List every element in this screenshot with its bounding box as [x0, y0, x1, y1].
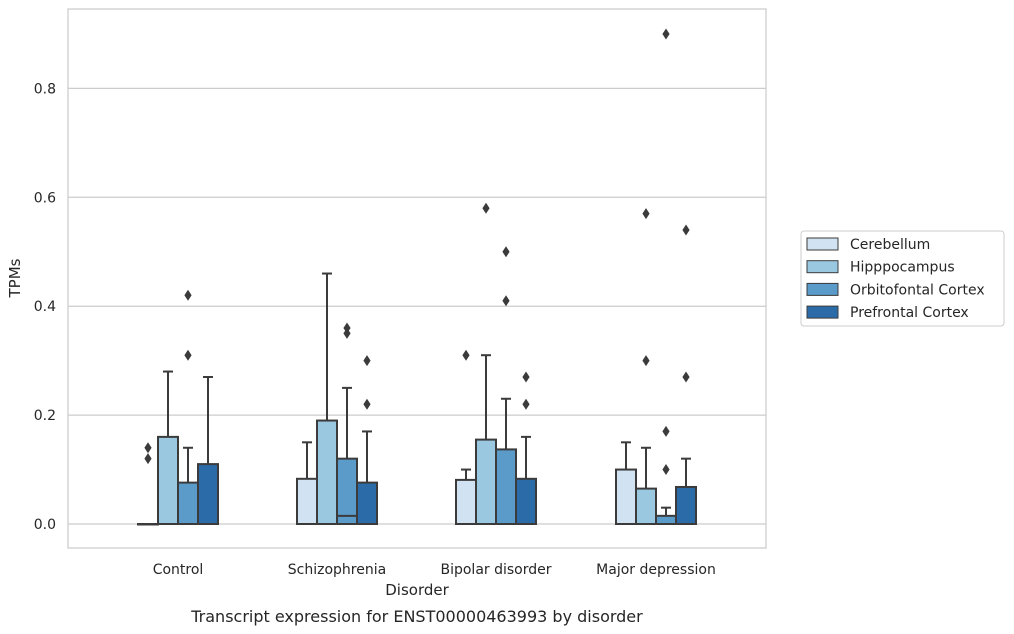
outlier-point	[184, 349, 192, 361]
outlier-point	[462, 349, 470, 361]
box-1-3	[635, 208, 657, 526]
box-1-0	[157, 370, 179, 526]
outlier-point	[682, 224, 690, 236]
box	[197, 463, 219, 526]
box-3-1	[356, 355, 378, 526]
legend-label: Hipppocampus	[850, 260, 955, 276]
box-2-0	[177, 289, 199, 526]
outlier-point	[343, 322, 351, 334]
legend: Cerebellum Hipppocampus Orbitofontal Corte…	[800, 230, 1005, 327]
outlier-point	[502, 246, 510, 258]
box-1-2	[475, 202, 497, 526]
box	[316, 419, 338, 526]
x-axis-label: Disorder	[385, 581, 449, 599]
box-2-2	[495, 246, 517, 525]
legend-swatch	[806, 237, 839, 251]
box-series	[137, 28, 697, 526]
box	[336, 457, 358, 525]
chart-caption: Transcript expression for ENST0000046399…	[190, 607, 643, 626]
y-tick-label: 0.4	[34, 299, 56, 315]
legend-frame	[800, 230, 1005, 327]
y-tick-label: 0.8	[34, 81, 56, 97]
x-tick-label: Control	[153, 562, 204, 578]
outlier-point	[522, 398, 530, 410]
box	[356, 481, 378, 526]
box	[475, 438, 497, 526]
box	[177, 481, 199, 526]
box-0-2	[455, 349, 477, 526]
box-0-3	[615, 441, 637, 525]
outlier-point	[482, 202, 490, 214]
box	[635, 487, 657, 526]
box-3-3	[675, 224, 697, 525]
box-3-2	[515, 371, 537, 525]
box	[515, 477, 537, 525]
x-tick-label: Schizophrenia	[288, 562, 386, 578]
outlier-point	[642, 355, 650, 367]
box-2-1	[336, 322, 358, 525]
x-tick-label: Bipolar disorder	[440, 562, 551, 578]
box-3-0	[197, 375, 219, 526]
y-axis-label: TPMs	[6, 258, 24, 298]
outlier-point	[184, 289, 192, 301]
legend-swatch	[806, 282, 839, 296]
outlier-point	[662, 464, 670, 476]
box	[455, 478, 477, 526]
box	[495, 448, 517, 525]
box-0-0	[137, 442, 159, 526]
legend-swatch	[806, 260, 839, 274]
box	[655, 514, 677, 526]
legend-label: Prefrontal Cortex	[850, 305, 969, 321]
y-tick-labels: 0.0 0.2 0.4 0.6 0.8	[34, 81, 56, 533]
box	[296, 477, 318, 525]
box-2-3	[655, 28, 677, 526]
plot-frame	[67, 8, 767, 549]
outlier-point	[522, 371, 530, 383]
outlier-point	[144, 453, 152, 465]
outlier-point	[662, 28, 670, 40]
legend-swatch	[806, 305, 839, 319]
x-tick-label: Major depression	[596, 562, 716, 578]
y-tick-label: 0.0	[34, 517, 56, 533]
outlier-point	[662, 425, 670, 437]
legend-label: Orbitofontal Cortex	[850, 282, 985, 298]
outlier-point	[144, 442, 152, 454]
box-0-1	[296, 441, 318, 525]
outlier-point	[502, 295, 510, 307]
y-tick-label: 0.6	[34, 190, 56, 206]
outlier-point	[642, 208, 650, 220]
outlier-point	[682, 371, 690, 383]
x-tick-labels: Control Schizophrenia Bipolar disorder Majo…	[153, 562, 716, 578]
y-tick-label: 0.2	[34, 408, 56, 424]
box	[675, 485, 697, 525]
outlier-point	[363, 398, 371, 410]
box	[157, 435, 179, 526]
box-1-1	[316, 272, 338, 526]
outlier-point	[363, 355, 371, 367]
box	[615, 468, 637, 525]
legend-label: Cerebellum	[850, 237, 930, 253]
